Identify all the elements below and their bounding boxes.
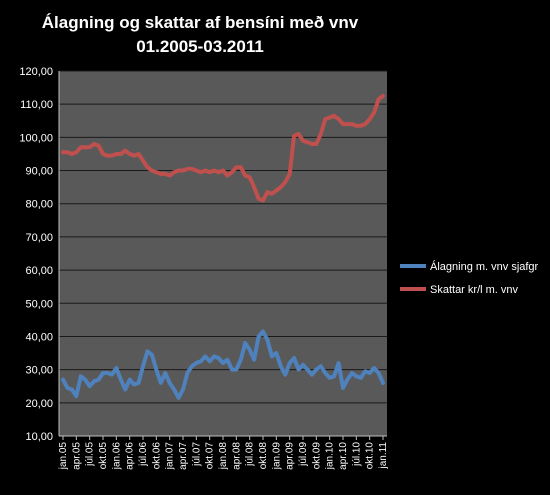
y-tick-label: 10,00 bbox=[25, 431, 53, 443]
x-tick-label: jan.07 bbox=[165, 442, 176, 471]
x-tick-label: jan.06 bbox=[111, 442, 122, 471]
y-tick-label: 20,00 bbox=[25, 398, 53, 410]
y-tick-label: 80,00 bbox=[25, 199, 53, 211]
x-tick-label: okt.08 bbox=[258, 442, 269, 470]
y-tick-label: 120,00 bbox=[19, 66, 53, 78]
y-tick-label: 60,00 bbox=[25, 265, 53, 277]
x-tick-label: júl.07 bbox=[191, 442, 202, 467]
x-tick-label: apr.07 bbox=[178, 442, 189, 470]
x-tick-label: júl.08 bbox=[245, 442, 256, 467]
legend: Álagning m. vnv sjafgr Skattar kr/l m. v… bbox=[400, 260, 539, 296]
x-tick-label: jan.08 bbox=[218, 442, 229, 471]
legend-label-alagning: Álagning m. vnv sjafgr bbox=[430, 260, 539, 273]
x-tick-label: júl.10 bbox=[351, 442, 362, 467]
x-tick-label: apr.06 bbox=[125, 442, 136, 470]
x-tick-label: okt.09 bbox=[311, 442, 322, 470]
y-tick-label: 40,00 bbox=[25, 331, 53, 343]
x-tick-label: okt.07 bbox=[205, 442, 216, 470]
y-tick-label: 70,00 bbox=[25, 232, 53, 244]
x-tick-label: jan.09 bbox=[271, 442, 282, 471]
x-tick-label: júl.05 bbox=[85, 442, 96, 467]
x-tick-label: júl.09 bbox=[298, 442, 309, 467]
x-tick-label: apr.08 bbox=[231, 442, 242, 470]
y-tick-label: 100,00 bbox=[19, 132, 53, 144]
x-tick-label: apr.05 bbox=[71, 442, 82, 470]
chart-subtitle: 01.2005-03.2011 bbox=[136, 37, 264, 56]
series-line-skattar bbox=[61, 93, 385, 203]
x-tick-label: jan.05 bbox=[58, 442, 69, 471]
y-tick-label: 90,00 bbox=[25, 166, 53, 178]
x-tick-label: apr.09 bbox=[285, 442, 296, 470]
y-tick-label: 110,00 bbox=[20, 99, 53, 111]
y-tick-label: 50,00 bbox=[25, 298, 53, 310]
series-group bbox=[61, 93, 385, 400]
x-tick-label: apr.10 bbox=[338, 442, 349, 470]
y-axis-ticks: 10,00 20,00 30,00 40,00 50,00 60,00 70,00 80,00… bbox=[19, 66, 53, 443]
x-axis-ticks: jan.05 apr.05 júl.05 okt.05 jan.06 apr.06 júl.… bbox=[58, 436, 389, 470]
x-tick-label: okt.05 bbox=[98, 442, 109, 470]
x-tick-label: okt.10 bbox=[365, 442, 376, 470]
legend-label-skattar: Skattar kr/l m. vnv bbox=[430, 284, 519, 296]
plot-area bbox=[59, 71, 387, 436]
series-line-alagning bbox=[61, 329, 385, 400]
x-tick-label: okt.06 bbox=[151, 442, 162, 470]
x-tick-label: júl.06 bbox=[138, 442, 149, 467]
y-tick-label: 30,00 bbox=[25, 365, 53, 377]
x-tick-label: jan.10 bbox=[325, 442, 336, 471]
x-tick-label: jan.11 bbox=[378, 442, 389, 470]
chart-title: Álagning og skattar af bensíni með vnv bbox=[42, 13, 359, 32]
